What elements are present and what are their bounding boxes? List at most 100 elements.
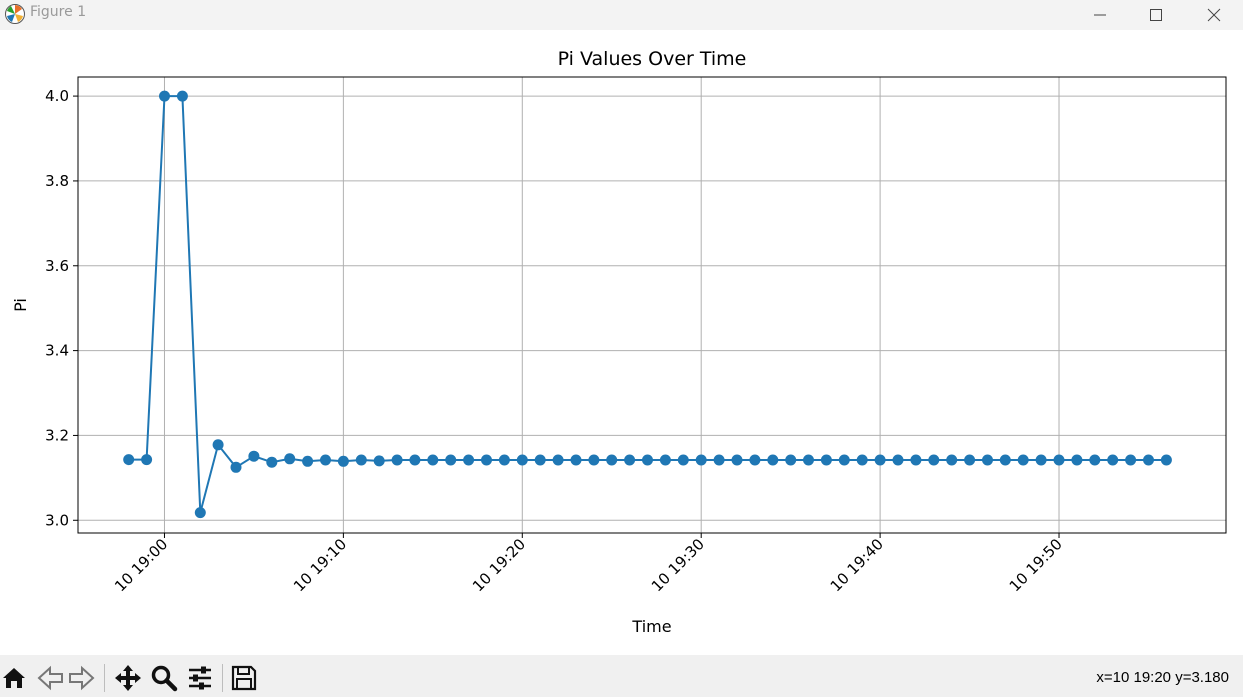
data-point (659, 454, 671, 466)
data-point (1089, 454, 1101, 466)
data-point (1017, 454, 1029, 466)
data-point (1035, 454, 1047, 466)
figure-canvas[interactable]: 3.0 3.2 3.4 3.6 3.8 4.0 10 19:00 10 19:10 10 19:… (0, 30, 1243, 655)
data-point (624, 454, 636, 466)
data-point (856, 454, 868, 466)
line-chart: 3.0 3.2 3.4 3.6 3.8 4.0 10 19:00 10 19:10 10 19:… (11, 48, 1227, 636)
window-titlebar: Figure 1 (0, 0, 1243, 30)
data-point (284, 453, 296, 465)
data-point (409, 454, 421, 466)
data-point (230, 461, 242, 473)
data-point (123, 454, 135, 466)
data-point (445, 454, 457, 466)
back-icon (37, 665, 63, 691)
data-point (1160, 454, 1172, 466)
data-point (677, 454, 689, 466)
data-point (1107, 454, 1119, 466)
minimize-button[interactable] (1077, 0, 1123, 30)
x-tick-label: 10 19:50 (1006, 535, 1066, 595)
forward-icon (69, 665, 95, 691)
data-point (355, 454, 367, 466)
data-point (534, 454, 546, 466)
series-pi (123, 90, 1172, 519)
data-point (820, 454, 832, 466)
y-tick-label: 3.2 (45, 426, 69, 444)
data-point (785, 454, 797, 466)
x-tick-label: 10 19:40 (827, 535, 887, 595)
pan-button[interactable] (114, 664, 142, 692)
cursor-coordinates: x=10 19:20 y=3.180 (1096, 669, 1229, 686)
close-button[interactable] (1191, 0, 1237, 30)
toolbar-separator (222, 664, 223, 692)
y-axis-label: Pi (11, 298, 30, 312)
window-title: Figure 1 (30, 4, 87, 20)
data-point (695, 454, 707, 466)
data-point (516, 454, 528, 466)
data-point (1053, 454, 1065, 466)
chart-title: Pi Values Over Time (558, 48, 747, 70)
grid-lines (78, 77, 1226, 533)
data-point (606, 454, 618, 466)
data-point (266, 456, 278, 468)
data-point (570, 454, 582, 466)
data-point (141, 454, 153, 466)
x-axis-label: Time (631, 617, 671, 636)
data-point (964, 454, 976, 466)
save-button[interactable] (230, 664, 258, 692)
home-icon (3, 668, 25, 688)
maximize-button[interactable] (1133, 0, 1179, 30)
x-tick-label: 10 19:10 (290, 535, 350, 595)
data-point (946, 454, 958, 466)
data-point (892, 454, 904, 466)
data-point (463, 454, 475, 466)
data-point (194, 507, 206, 519)
data-point (588, 454, 600, 466)
pan-icon (115, 665, 141, 691)
minimize-icon (1094, 14, 1106, 16)
data-point (1143, 454, 1154, 466)
zoom-button[interactable] (150, 664, 178, 692)
data-point (928, 454, 940, 466)
close-icon (1207, 8, 1221, 22)
data-point (176, 90, 188, 102)
axis-ticks: 3.0 3.2 3.4 3.6 3.8 4.0 10 19:00 10 19:10 10 19:… (45, 87, 1066, 595)
data-point (803, 454, 814, 466)
data-point (874, 454, 886, 466)
axes-frame (77, 76, 1227, 534)
data-point (749, 454, 761, 466)
x-tick-label: 10 19:30 (648, 535, 708, 595)
data-point (767, 454, 779, 466)
home-button[interactable] (0, 664, 28, 692)
data-point (1071, 454, 1083, 466)
data-point (212, 439, 224, 451)
data-point (248, 450, 260, 462)
zoom-icon (151, 665, 178, 692)
data-point (731, 454, 743, 466)
configure-icon (189, 666, 211, 690)
data-point (838, 454, 850, 466)
data-point (642, 454, 653, 466)
y-tick-label: 3.4 (45, 342, 69, 360)
matplotlib-logo-icon (5, 4, 25, 24)
configure-subplots-button[interactable] (186, 664, 214, 692)
save-icon (231, 665, 257, 691)
data-point (337, 455, 349, 467)
data-point (1125, 454, 1137, 466)
maximize-icon (1150, 9, 1162, 21)
data-point (373, 455, 385, 467)
forward-button[interactable] (67, 664, 95, 692)
series-line (128, 95, 1167, 513)
data-point (320, 454, 331, 466)
toolbar-separator (104, 664, 105, 692)
data-point (552, 454, 564, 466)
data-point (391, 454, 403, 466)
data-point (982, 454, 993, 466)
x-tick-label: 10 19:00 (111, 535, 171, 595)
y-tick-label: 4.0 (45, 87, 69, 105)
data-point (910, 454, 922, 466)
x-tick-label: 10 19:20 (469, 535, 529, 595)
data-point (713, 454, 725, 466)
y-tick-label: 3.6 (45, 257, 69, 275)
back-button[interactable] (37, 664, 65, 692)
y-tick-label: 3.0 (45, 511, 69, 529)
